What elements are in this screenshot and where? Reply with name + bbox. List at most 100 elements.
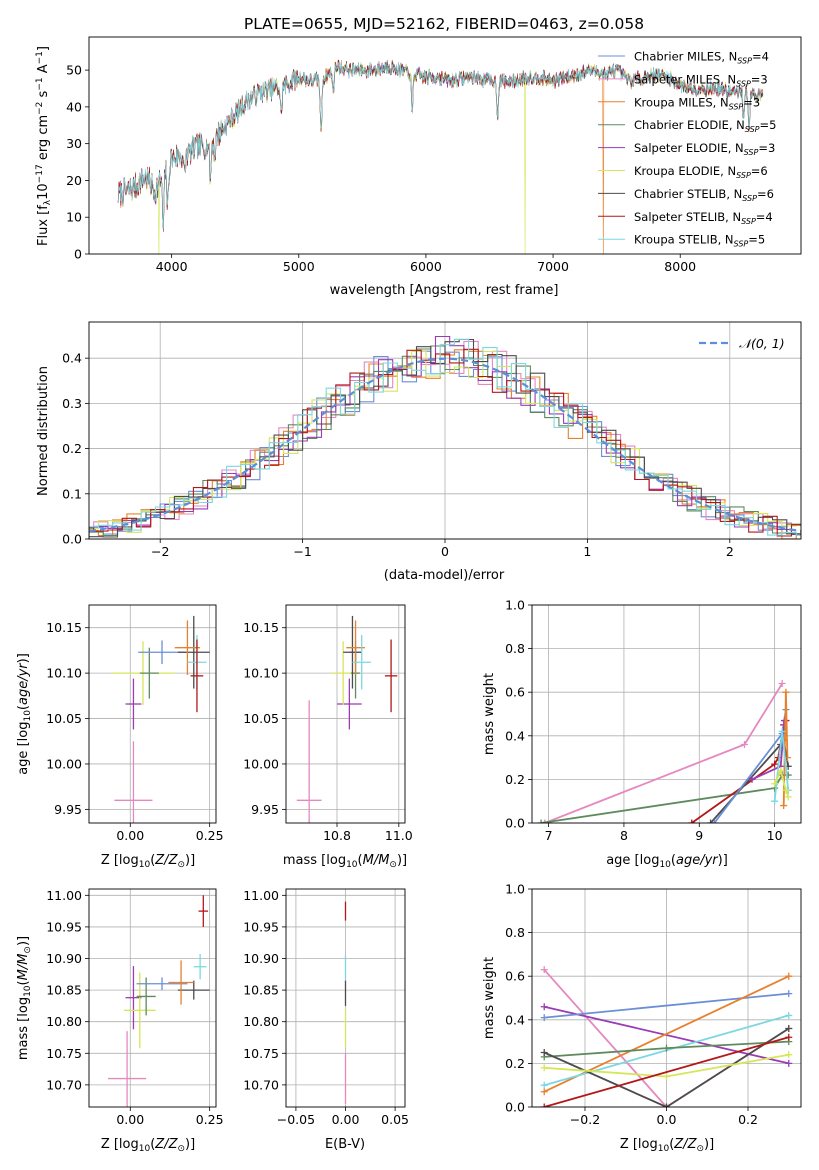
- legend-entry: Salpeter MILES, NSSP=3: [634, 72, 768, 88]
- y-tick-label: 10.75: [46, 1046, 82, 1061]
- mass-weight-series: [540, 972, 793, 1096]
- spectrum-line: [117, 62, 763, 254]
- x-tick-label: 5000: [283, 259, 315, 274]
- mass-weight-series: [540, 1033, 793, 1107]
- plus-marker: [540, 1049, 548, 1056]
- y-tick-label: 10.90: [243, 951, 279, 966]
- plus-marker: [785, 1059, 793, 1067]
- errorbar-point: [384, 639, 398, 713]
- axes-frame: [285, 604, 406, 824]
- legend-entry: Kroupa ELODIE, NSSP=6: [634, 164, 768, 180]
- x-tick-label: 0.00: [116, 828, 144, 843]
- histogram-step: [89, 349, 801, 539]
- errorbar-point: [177, 980, 210, 1000]
- plus-marker: [537, 819, 545, 823]
- plus-marker: [663, 1103, 670, 1107]
- x-tick-label: 9: [695, 828, 703, 843]
- age-vs-mass-xlabel: mass [log10(M/M⊙)]: [283, 853, 407, 870]
- mass-weight-series: [541, 679, 786, 823]
- age-vs-metallicity-panel: 0.00 0.25 9.95 10.00 10.05 10.10 10.15 Z [log1…: [16, 604, 224, 870]
- y-tick-label: 9.95: [54, 802, 82, 817]
- errorbar-point: [190, 639, 204, 713]
- y-tick-label: 10.95: [243, 919, 279, 934]
- plus-marker: [541, 819, 549, 823]
- y-tick-label: 0.8: [505, 925, 525, 940]
- y-tick-label: 10.15: [46, 620, 82, 635]
- series-line: [773, 768, 790, 798]
- age-vs-metallicity-ylabel: age [log10(age/yr)]: [16, 653, 33, 775]
- plus-marker: [782, 786, 790, 794]
- y-tick-label: 50: [66, 63, 82, 78]
- legend-entry: Kroupa STELIB, NSSP=5: [634, 233, 765, 249]
- x-tick-label: 7000: [537, 259, 569, 274]
- mass-weight-series: [540, 990, 793, 1022]
- axes-frame: [88, 36, 802, 255]
- plus-marker: [540, 1081, 548, 1089]
- y-tick-label: 0.0: [505, 816, 525, 831]
- x-tick-label: 0: [441, 544, 449, 559]
- y-tick-label: 0.4: [505, 728, 525, 743]
- spectrum-legend: Chabrier MILES, NSSP=4 Salpeter MILES, NS…: [598, 50, 776, 249]
- errorbar-point: [198, 895, 209, 927]
- mass-weight-series: [780, 688, 791, 810]
- mass-vs-ebv-xlabel: E(B-V): [325, 1137, 365, 1152]
- mass-vs-ebv-plot-area: −0.05 0.00 0.05 10.70 10.75 10.80 10.85 10.90 10…: [243, 888, 409, 1127]
- series-line: [544, 992, 789, 1019]
- plus-marker: [771, 760, 779, 768]
- axes-frame: [88, 604, 217, 824]
- y-tick-label: 0.2: [62, 441, 82, 456]
- axes-frame: [531, 604, 802, 824]
- mass-weight-series: [771, 767, 792, 801]
- y-tick-label: 11.00: [46, 888, 82, 903]
- plus-marker: [540, 1014, 548, 1022]
- spectrum-line: [117, 61, 764, 230]
- x-tick-label: 1: [583, 544, 591, 559]
- plus-marker: [540, 966, 548, 974]
- legend-entry: 𝒩(0, 1): [739, 336, 785, 351]
- x-tick-label: 10.8: [323, 828, 351, 843]
- errorbar-point: [108, 1031, 147, 1107]
- x-tick-label: 11.0: [385, 828, 413, 843]
- y-tick-label: 1.0: [505, 598, 525, 613]
- mass-vs-ebv-panel: −0.05 0.00 0.05 10.70 10.75 10.80 10.85 10.90 10…: [243, 888, 409, 1152]
- y-tick-label: 10.90: [46, 951, 82, 966]
- y-tick-label: 1.0: [505, 882, 525, 897]
- age-vs-metallicity-plot-area: 0.00 0.25 9.95 10.00 10.05 10.10 10.15: [46, 604, 224, 843]
- plus-marker: [540, 1064, 548, 1072]
- plus-marker: [782, 688, 790, 696]
- normal-curve: [89, 357, 801, 533]
- x-tick-label: 0.00: [116, 1112, 144, 1127]
- spectrum-title: PLATE=0655, MJD=52162, FIBERID=0463, z=0…: [244, 15, 644, 33]
- axes-frame: [88, 321, 802, 540]
- y-tick-label: 10.75: [243, 1046, 279, 1061]
- plus-marker: [663, 1044, 670, 1052]
- plus-marker: [707, 819, 715, 823]
- x-tick-label: 7: [545, 828, 553, 843]
- errorbar-point: [114, 741, 153, 823]
- axes-frame: [88, 888, 217, 1108]
- plus-marker: [785, 1033, 793, 1041]
- errorbar-point: [168, 960, 194, 1005]
- x-tick-label: −0.2: [570, 1112, 600, 1127]
- legend-entry: Chabrier ELODIE, NSSP=5: [634, 118, 776, 134]
- plus-marker: [540, 1088, 548, 1096]
- errorbar-point: [193, 954, 207, 980]
- mass-weight-vs-metallicity-ylabel: mass weight: [482, 957, 497, 1039]
- y-tick-label: 0.0: [62, 532, 82, 547]
- spectrum-panel: PLATE=0655, MJD=52162, FIBERID=0463, z=0…: [35, 15, 802, 298]
- y-tick-label: 0.4: [505, 1012, 525, 1027]
- y-tick-label: 10.80: [243, 1014, 279, 1029]
- mass-weight-series: [540, 1051, 793, 1080]
- age-vs-mass-plot-area: 10.8 11.0 9.95 10.00 10.05 10.10 10.15: [243, 604, 413, 843]
- y-tick-label: 10.85: [243, 983, 279, 998]
- y-tick-label: 10.05: [46, 711, 82, 726]
- spectrum-line: [117, 60, 763, 254]
- plus-marker: [771, 780, 779, 788]
- mass-weight-vs-metallicity-xlabel: Z [log10(Z/Z⊙)]: [620, 1137, 714, 1154]
- mass-weight-vs-age-plot-area: 7 8 9 10 0.0 0.2 0.4 0.6 0.8 1.0: [505, 598, 802, 843]
- axes-frame: [531, 888, 802, 1108]
- mass-weight-vs-metallicity-panel: −0.2 0.0 0.2 0.0 0.2 0.4 0.6 0.8 1.0 Z [log10(Z/…: [482, 882, 802, 1154]
- y-tick-label: 0.2: [505, 772, 525, 787]
- y-tick-label: 0.0: [505, 1100, 525, 1115]
- plus-marker: [785, 990, 793, 998]
